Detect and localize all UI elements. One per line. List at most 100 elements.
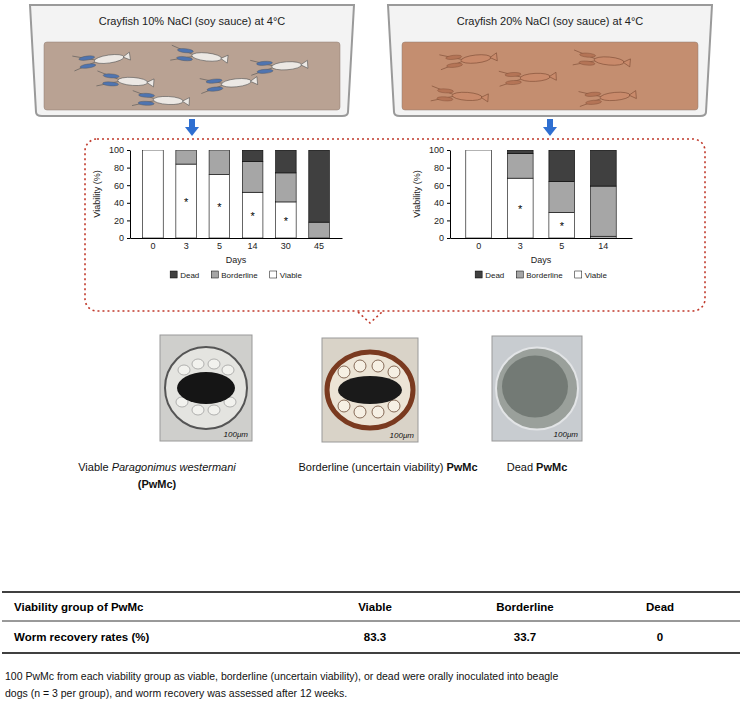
y-tick: 0 — [119, 233, 130, 243]
x-tick-label: 30 — [281, 241, 291, 251]
micrograph-background — [322, 338, 418, 442]
x-tick: 5 — [217, 238, 222, 251]
beaker-label: Crayfish 20% NaCl (soy sauce) at 4°C — [457, 15, 644, 27]
crayfish — [250, 56, 308, 75]
y-tick-mark — [127, 185, 130, 186]
y-axis: 020406080100 — [109, 145, 131, 243]
y-tick: 60 — [434, 181, 450, 191]
crayfish — [170, 45, 228, 66]
bar-segment — [507, 178, 533, 238]
caption-part: (PwMc) — [138, 478, 177, 490]
table-cell: 0 — [657, 631, 663, 643]
x-tick: 3 — [518, 238, 523, 251]
caption-part: Borderline (uncertain viability) — [298, 461, 446, 473]
x-tick: 0 — [150, 238, 155, 251]
crayfish-claw — [206, 78, 222, 84]
bar-segment — [276, 173, 297, 202]
significance-mark: * — [184, 196, 189, 208]
crayfish-claw — [446, 54, 462, 60]
crayfish-body — [271, 61, 301, 71]
legend-swatch — [575, 271, 582, 278]
bar-segment — [176, 150, 197, 151]
x-tick-label: 5 — [559, 241, 564, 251]
y-tick-mark — [447, 150, 450, 151]
crayfish-antenna — [579, 99, 601, 107]
crayfish-claw — [138, 93, 154, 98]
crayfish-claw — [505, 72, 521, 77]
crayfish-claw — [579, 60, 595, 65]
caption-part: Dead — [507, 461, 536, 473]
crayfish-tail — [250, 77, 258, 86]
crayfish-claw — [79, 55, 95, 61]
x-axis-line — [451, 238, 633, 239]
cyst-granule — [354, 360, 366, 372]
crayfish-tail — [122, 52, 130, 61]
beaker-label: Crayfish 10% NaCl (soy sauce) at 4°C — [99, 15, 286, 27]
table-header-cell: Dead — [646, 601, 674, 613]
crayfish — [132, 91, 190, 109]
crayfish-antenna — [171, 45, 194, 54]
bar-segment — [309, 150, 330, 222]
table-cell: 33.7 — [514, 631, 536, 643]
beaker: Crayfish 20% NaCl (soy sauce) at 4°C — [388, 5, 712, 116]
crayfish-claw — [138, 101, 154, 106]
caption-part: Paragonimus westermani — [112, 461, 237, 473]
bar-segment — [466, 150, 492, 151]
crayfish-claw — [177, 48, 193, 54]
caption-part: PwMc — [446, 461, 477, 473]
bar-segment — [143, 150, 164, 151]
legend-item: Dead — [170, 271, 199, 280]
crayfish-antenna — [96, 80, 118, 88]
crayfish-antenna — [132, 100, 154, 107]
crayfish-body — [153, 96, 183, 106]
crayfish-antenna — [431, 95, 453, 103]
y-tick: 0 — [439, 233, 450, 243]
bar-segment — [143, 150, 164, 151]
bar-segment — [549, 212, 575, 238]
bar-segment — [176, 150, 197, 164]
larva — [502, 356, 568, 418]
legend-label: Viable — [585, 271, 608, 280]
caption-line: Borderline (uncertain viability) PwMc — [298, 461, 477, 473]
cyst-granule — [192, 405, 204, 415]
y-tick: 20 — [434, 216, 450, 226]
cyst-granule — [372, 406, 384, 418]
crayfish-claw — [207, 86, 223, 92]
y-tick: 40 — [114, 198, 130, 208]
crayfish-claw — [585, 100, 601, 105]
crayfish-claw — [585, 92, 601, 97]
crayfish-claw — [505, 80, 521, 85]
significance-mark: * — [560, 220, 565, 232]
plot-marks — [143, 150, 330, 238]
bar-segment — [590, 150, 616, 186]
legend-swatch — [516, 271, 523, 278]
crayfish-antenna — [573, 50, 596, 59]
legend-swatch — [170, 271, 177, 278]
legend-item: Viable — [575, 271, 608, 280]
bar-segment — [590, 186, 616, 236]
x-axis-title: Days — [531, 255, 552, 265]
crayfish-body — [520, 73, 550, 83]
crayfish-tail — [481, 93, 489, 101]
caption-part: Viable — [78, 461, 111, 473]
figure: Crayfish 10% NaCl (soy sauce) at 4°C Cray… — [0, 0, 742, 723]
crayfish-claw — [437, 96, 453, 101]
beaker-outline — [30, 5, 354, 116]
x-tick-label: 14 — [598, 241, 608, 251]
bar-segment — [209, 175, 230, 238]
caption-line: Viable Paragonimus westermani — [78, 461, 236, 473]
x-tick: 0 — [476, 238, 481, 251]
micrograph: 100μm — [492, 336, 582, 441]
chart: 020406080100035143045Viability (%)Days**… — [92, 145, 343, 280]
legend-label: Dead — [180, 271, 199, 280]
y-tick-label: 80 — [434, 163, 444, 173]
cyst-granule — [388, 400, 400, 412]
y-tick-mark — [447, 185, 450, 186]
cyst-wall — [165, 347, 247, 429]
y-tick-label: 100 — [109, 145, 124, 155]
y-axis-title: Viability (%) — [412, 170, 422, 217]
legend-swatch — [211, 271, 218, 278]
arrow-head — [185, 127, 199, 136]
y-tick: 100 — [429, 145, 450, 155]
significance-mark: * — [250, 210, 255, 222]
